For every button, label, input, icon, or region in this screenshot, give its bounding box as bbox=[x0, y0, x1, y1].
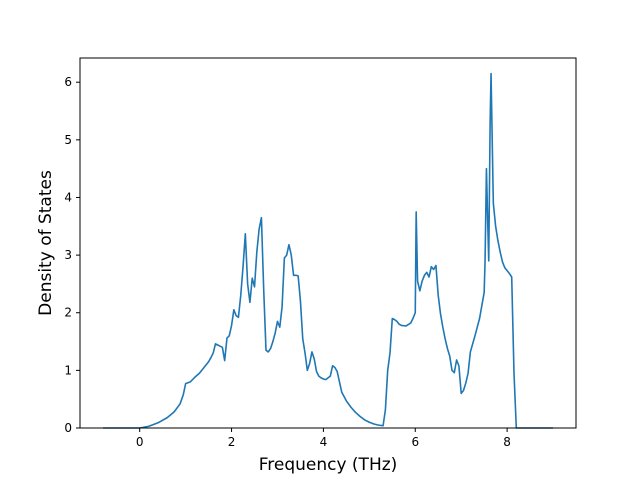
x-tick-label: 6 bbox=[411, 435, 419, 449]
x-tick-label: 0 bbox=[136, 435, 144, 449]
y-tick-label: 2 bbox=[64, 306, 72, 320]
x-tick-label: 4 bbox=[320, 435, 328, 449]
y-tick-label: 0 bbox=[64, 421, 72, 435]
y-tick-label: 6 bbox=[64, 75, 72, 89]
y-tick-layer: 0 1 2 3 4 5 6 bbox=[64, 75, 80, 435]
plot-area: 0 2 4 6 8 0 1 2 3 4 5 6 bbox=[64, 57, 577, 449]
y-tick-label: 4 bbox=[64, 190, 72, 204]
x-tick-label: 2 bbox=[228, 435, 236, 449]
dos-series-line-0 bbox=[102, 72, 554, 429]
series-layer bbox=[102, 72, 554, 429]
x-axis-label: Frequency (THz) bbox=[259, 455, 398, 475]
y-tick-label: 5 bbox=[64, 133, 72, 147]
x-tick-label: 8 bbox=[503, 435, 511, 449]
y-tick-label: 3 bbox=[64, 248, 72, 262]
x-tick-layer: 0 2 4 6 8 bbox=[136, 428, 511, 449]
y-axis-label: Density of States bbox=[36, 170, 56, 316]
axes-frame bbox=[79, 57, 577, 429]
y-tick-label: 1 bbox=[64, 363, 72, 377]
